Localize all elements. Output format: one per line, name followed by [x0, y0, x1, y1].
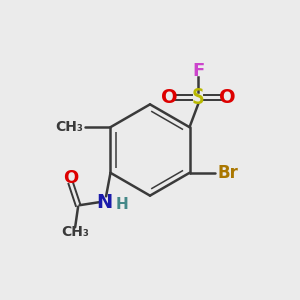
- Text: O: O: [160, 88, 177, 107]
- Text: S: S: [192, 88, 205, 108]
- Text: Br: Br: [218, 164, 239, 182]
- Text: O: O: [63, 169, 78, 187]
- Text: O: O: [220, 88, 236, 107]
- Text: N: N: [97, 193, 113, 212]
- Text: H: H: [116, 197, 128, 212]
- Text: CH₃: CH₃: [61, 225, 89, 239]
- Text: F: F: [192, 62, 205, 80]
- Text: CH₃: CH₃: [56, 120, 83, 134]
